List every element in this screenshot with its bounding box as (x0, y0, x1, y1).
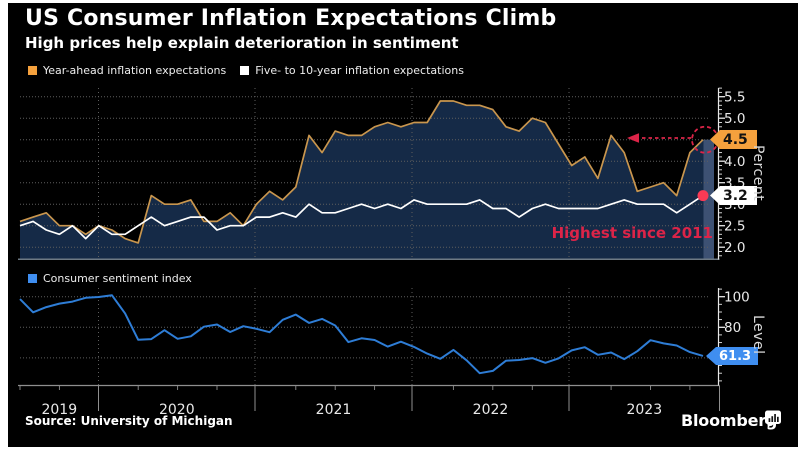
x-axis-year-label: 2021 (316, 402, 352, 418)
sentiment-legend-label: Consumer sentiment index (43, 272, 192, 285)
year-ahead-legend-label: Year-ahead inflation expectations (43, 64, 227, 77)
sentiment-swatch-icon (28, 274, 37, 283)
bloomberg-wordmark: Bloomberg (681, 411, 778, 430)
x-axis-year-label: 2023 (626, 402, 662, 418)
source-credit: Source: University of Michigan (25, 414, 233, 428)
five-to-ten-legend-label: Five- to 10-year inflation expectations (255, 64, 464, 77)
y-axis-tick-label: 5.0 (724, 111, 745, 127)
current-month-highlight (703, 139, 714, 259)
y-axis-tick-label: 100 (724, 289, 750, 305)
sentiment-legend: Consumer sentiment index (28, 272, 192, 285)
five-to-ten-end-dot (697, 190, 709, 202)
year-ahead-swatch-icon (28, 66, 37, 75)
year-ahead-value-badge: 4.5 (710, 130, 757, 149)
page-subtitle: High prices help explain deterioration i… (25, 34, 459, 52)
y-axis-title-level: Level (750, 315, 766, 355)
y-axis-tick-label: 2.0 (724, 240, 745, 256)
y-axis-tick-label: 4.0 (724, 154, 745, 170)
x-axis-year-label: 2022 (473, 402, 509, 418)
page-title: US Consumer Inflation Expectations Climb (25, 6, 557, 31)
y-axis-tick-label: 80 (724, 320, 741, 336)
legend-item-sentiment: Consumer sentiment index (28, 272, 192, 285)
inflation-area-fill (20, 101, 714, 259)
y-axis-tick-label: 5.5 (724, 89, 745, 105)
sentiment-value-badge: 61.3 (706, 347, 758, 365)
legend-item-five-to-ten: Five- to 10-year inflation expectations (240, 64, 464, 77)
inflation-legend: Year-ahead inflation expectations Five- … (28, 64, 464, 77)
y-axis-tick-label: 2.5 (724, 218, 745, 234)
five-to-ten-swatch-icon (240, 66, 250, 75)
x-axis-year-label: 2019 (41, 402, 77, 418)
x-axis-year-label: 2020 (159, 402, 195, 418)
five-to-ten-year-line (19, 194, 704, 240)
legend-item-year-ahead: Year-ahead inflation expectations (28, 64, 226, 77)
bloomberg-terminal-icon (765, 410, 781, 429)
five-to-ten-value-badge: 3.2 (710, 186, 757, 205)
highest-since-2011-annotation: Highest since 2011 (551, 224, 713, 242)
y-axis-title-percent: Percent (750, 145, 766, 202)
sentiment-line (19, 294, 704, 375)
year-ahead-line (19, 100, 704, 244)
annotation-arrowhead (627, 133, 639, 143)
